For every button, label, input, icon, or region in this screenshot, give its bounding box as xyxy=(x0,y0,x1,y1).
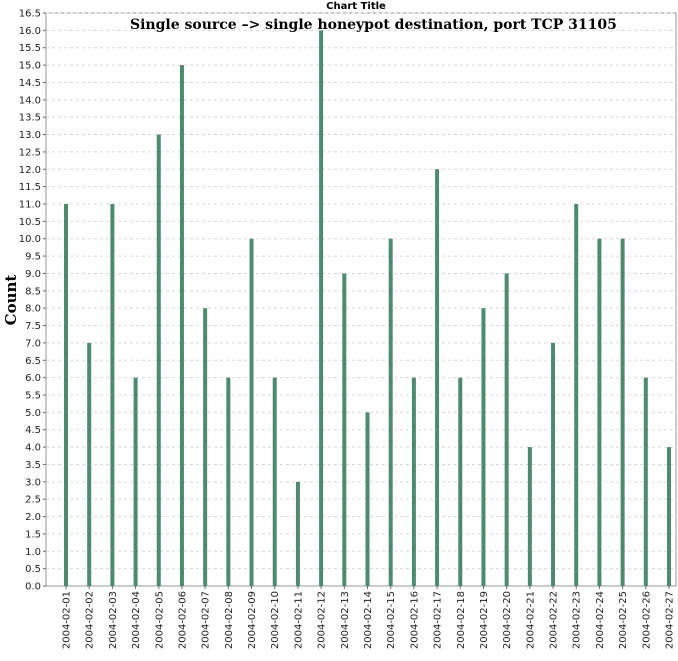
bar-2004-02-03 xyxy=(110,204,115,586)
x-tick-label: 2004-02-09 xyxy=(247,591,258,649)
y-tick-label: 11.5 xyxy=(19,182,41,193)
x-tick-label: 2004-02-21 xyxy=(525,591,536,649)
bar-2004-02-13 xyxy=(342,273,347,586)
bar-2004-02-21 xyxy=(527,447,532,586)
y-axis-label: Count xyxy=(2,275,20,326)
x-tick-label: 2004-02-23 xyxy=(572,591,583,649)
y-tick-label: 16.5 xyxy=(19,9,41,20)
y-tick-label: 0.0 xyxy=(25,582,41,593)
bar-2004-02-14 xyxy=(365,412,370,586)
y-tick-label: 10.5 xyxy=(19,217,41,228)
x-tick-label: 2004-02-15 xyxy=(386,591,397,649)
y-tick-label: 8.5 xyxy=(25,286,41,297)
bar-2004-02-04 xyxy=(133,377,138,586)
x-tick-label: 2004-02-08 xyxy=(224,591,235,649)
x-tick-label: 2004-02-02 xyxy=(85,591,96,649)
bar-2004-02-15 xyxy=(388,238,393,586)
bar-2004-02-02 xyxy=(87,342,92,586)
x-tick-label: 2004-02-24 xyxy=(595,591,606,649)
x-tick-label: 2004-02-14 xyxy=(363,591,374,649)
y-tick-label: 5.5 xyxy=(25,391,41,402)
y-tick-label: 10.0 xyxy=(19,234,41,245)
bar-2004-02-08 xyxy=(226,377,231,586)
plot-area xyxy=(45,12,677,587)
y-axis-ticks: 0.0 0.5 1.0 1.5 2.0 2.5 3.0 3.5 4.0 4.5 5.0 5.5 6.0 6… xyxy=(19,9,46,593)
x-tick-label: 2004-02-19 xyxy=(479,591,490,649)
chart-title: Chart Title xyxy=(326,1,386,12)
x-tick-label: 2004-02-18 xyxy=(456,591,467,649)
bar-2004-02-25 xyxy=(620,238,625,586)
y-tick-label: 1.0 xyxy=(25,547,41,558)
bar-2004-02-17 xyxy=(435,169,440,587)
x-tick-label: 2004-02-20 xyxy=(502,591,513,649)
bar-2004-02-10 xyxy=(272,377,277,586)
x-tick-label: 2004-02-05 xyxy=(154,591,165,649)
y-tick-label: 13.0 xyxy=(19,130,41,141)
x-tick-label: 2004-02-10 xyxy=(270,591,281,649)
y-tick-label: 15.0 xyxy=(19,61,41,72)
bar-2004-02-05 xyxy=(156,134,161,586)
bar-2004-02-22 xyxy=(551,342,556,586)
bar-2004-02-11 xyxy=(295,481,300,586)
y-tick-label: 7.0 xyxy=(25,338,41,349)
x-tick-label: 2004-02-11 xyxy=(293,591,304,649)
bar-2004-02-12 xyxy=(319,30,324,586)
x-tick-label: 2004-02-16 xyxy=(409,591,420,649)
x-tick-label: 2004-02-06 xyxy=(177,591,188,649)
y-tick-label: 12.5 xyxy=(19,147,41,158)
bar-2004-02-26 xyxy=(643,377,648,586)
y-tick-label: 12.0 xyxy=(19,165,41,176)
y-tick-label: 15.5 xyxy=(19,43,41,54)
x-tick-label: 2004-02-13 xyxy=(340,591,351,649)
y-tick-label: 2.5 xyxy=(25,495,41,506)
y-tick-label: 2.0 xyxy=(25,512,41,523)
chart-annotation: Single source –> single honeypot destina… xyxy=(130,17,617,33)
y-tick-label: 16.0 xyxy=(19,26,41,37)
y-tick-label: 4.0 xyxy=(25,443,41,454)
bar-2004-02-09 xyxy=(249,238,254,586)
x-tick-label: 2004-02-25 xyxy=(618,591,629,649)
y-tick-label: 13.5 xyxy=(19,113,41,124)
y-tick-label: 0.5 xyxy=(25,564,41,575)
bar-2004-02-27 xyxy=(667,447,671,586)
bar-2004-02-01 xyxy=(64,204,68,586)
y-tick-label: 7.5 xyxy=(25,321,41,332)
x-tick-label: 2004-02-17 xyxy=(433,591,444,649)
y-tick-label: 8.0 xyxy=(25,304,41,315)
y-tick-label: 14.0 xyxy=(19,95,41,106)
y-tick-label: 5.0 xyxy=(25,408,41,419)
y-tick-label: 9.5 xyxy=(25,252,41,263)
x-tick-label: 2004-02-04 xyxy=(131,591,142,649)
gridlines xyxy=(46,12,676,570)
y-tick-label: 4.5 xyxy=(25,425,41,436)
y-tick-label: 11.0 xyxy=(19,200,41,211)
bar-2004-02-23 xyxy=(574,204,579,586)
x-tick-label: 2004-02-01 xyxy=(62,591,73,649)
x-tick-label: 2004-02-26 xyxy=(641,591,652,649)
x-axis-ticks: 2004-02-01 2004-02-02 2004-02-03 2004-02-04… xyxy=(62,586,676,649)
bar-2004-02-06 xyxy=(179,65,184,586)
x-tick-label: 2004-02-12 xyxy=(317,591,328,649)
bar-2004-02-24 xyxy=(597,238,602,586)
bar-2004-02-07 xyxy=(203,308,208,586)
y-tick-label: 9.0 xyxy=(25,269,41,280)
y-tick-label: 6.5 xyxy=(25,356,41,367)
x-tick-label: 2004-02-22 xyxy=(549,591,560,649)
x-tick-label: 2004-02-07 xyxy=(201,591,212,649)
x-tick-label: 2004-02-03 xyxy=(108,591,119,649)
y-tick-label: 1.5 xyxy=(25,529,41,540)
bar-2004-02-18 xyxy=(458,377,463,586)
y-tick-label: 3.0 xyxy=(25,477,41,488)
y-tick-label: 3.5 xyxy=(25,460,41,471)
y-tick-label: 14.5 xyxy=(19,78,41,89)
bars xyxy=(64,30,671,587)
bar-2004-02-16 xyxy=(411,377,416,586)
bar-2004-02-20 xyxy=(504,273,509,586)
x-tick-label: 2004-02-27 xyxy=(665,591,676,649)
bar-2004-02-19 xyxy=(481,308,486,586)
y-tick-label: 6.0 xyxy=(25,373,41,384)
